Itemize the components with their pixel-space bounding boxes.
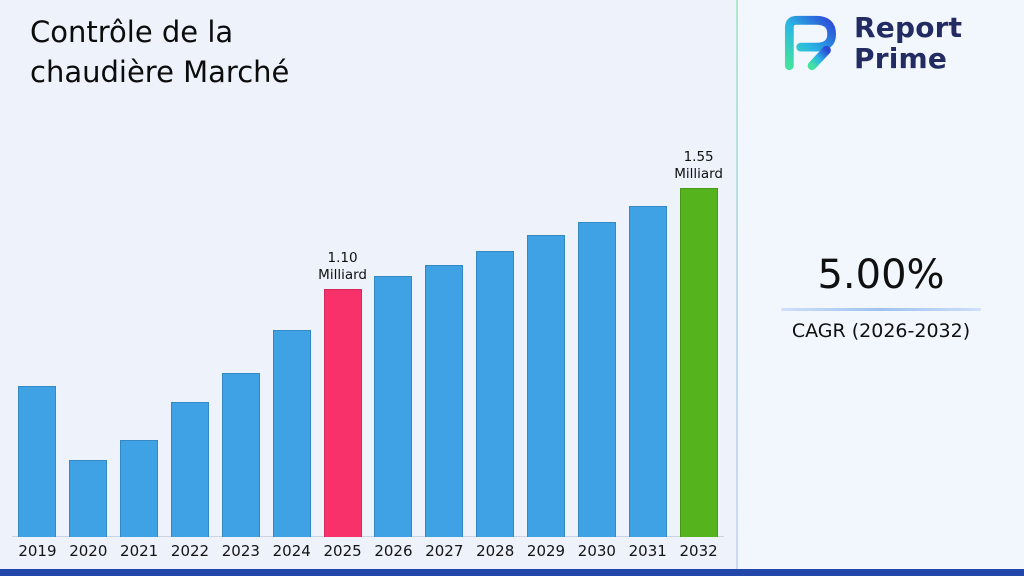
bar-value-label: 1.55 Milliard — [674, 149, 723, 183]
bar-column: 2031 — [622, 206, 673, 560]
bar-year-label: 2021 — [120, 542, 159, 560]
bar-2022 — [171, 402, 209, 537]
bar-2027 — [425, 265, 464, 537]
cagr-block: 5.00% CAGR (2026-2032) — [738, 252, 1024, 342]
bar-2025 — [323, 289, 362, 537]
bar-year-label: 2022 — [170, 542, 210, 560]
bar-year-label: 2028 — [476, 542, 515, 560]
chart-title-line2: chaudière Marché — [30, 55, 290, 90]
bar-column: 2030 — [571, 222, 622, 560]
bar-2026 — [374, 276, 413, 537]
logo-text-line2: Prime — [854, 42, 948, 76]
stats-panel: Report Prime 5.00% CAGR (2026-2032) — [738, 0, 1024, 576]
cagr-value: 5.00% — [817, 252, 945, 298]
chart-title: Contrôle de la chaudière Marché — [30, 12, 289, 92]
report-prime-logo: Report Prime — [778, 12, 962, 75]
chart-title-line1: Contrôle de la — [30, 15, 234, 49]
bar-2030 — [577, 222, 616, 537]
report-prime-logo-text: Report Prime — [854, 12, 962, 75]
bar-2029 — [527, 235, 566, 537]
bar-year-label: 2025 — [323, 542, 362, 560]
bar-2028 — [476, 251, 515, 537]
bar-year-label: 2031 — [628, 542, 667, 560]
bar-2021 — [120, 440, 159, 537]
cagr-label: CAGR (2026-2032) — [791, 320, 971, 342]
bar-chart: 2019 2020 2021 2022 2023 2024 1.10 Milliard 2025… — [12, 149, 724, 560]
bar-year-label: 2023 — [221, 542, 260, 560]
bar-2024 — [272, 330, 311, 537]
bar-column: 2027 — [419, 265, 470, 560]
logo-text-line1: Report — [854, 11, 963, 44]
bar-column: 2022 — [165, 402, 216, 560]
bar-column: 1.10 Milliard 2025 — [317, 250, 368, 560]
bar-column: 2029 — [521, 235, 572, 560]
bar-column: 1.55 Milliard 2032 — [673, 149, 724, 560]
bar-year-label: 2027 — [425, 542, 464, 560]
bar-year-label: 2030 — [577, 542, 616, 560]
bar-value-label: 1.10 Milliard — [318, 250, 367, 284]
chart-panel: Contrôle de la chaudière Marché 2019 2020… — [12, 12, 724, 560]
bar-column: 2020 — [63, 460, 114, 560]
bar-2019 — [18, 386, 57, 537]
bar-2020 — [69, 460, 108, 537]
report-prime-logo-mark — [784, 16, 837, 71]
panel-divider — [736, 0, 738, 576]
bar-2031 — [628, 206, 667, 537]
bar-column: 2024 — [266, 330, 317, 560]
bar-year-label: 2019 — [18, 542, 57, 560]
x-axis-line — [12, 536, 724, 537]
bar-year-label: 2020 — [69, 542, 108, 560]
bar-column: 2026 — [368, 276, 419, 560]
bar-column: 2019 — [12, 386, 63, 560]
bar-year-label: 2024 — [272, 542, 311, 560]
bar-column: 2023 — [215, 373, 266, 560]
cagr-underline — [781, 308, 981, 311]
bar-2023 — [221, 373, 260, 537]
bottom-accent-strip — [0, 569, 1024, 576]
bar-column: 2028 — [470, 251, 521, 560]
bar-year-label: 2029 — [526, 542, 566, 560]
bar-year-label: 2026 — [374, 542, 413, 560]
bar-2032 — [679, 188, 718, 537]
bar-year-label: 2032 — [679, 542, 718, 560]
bar-column: 2021 — [114, 440, 165, 560]
